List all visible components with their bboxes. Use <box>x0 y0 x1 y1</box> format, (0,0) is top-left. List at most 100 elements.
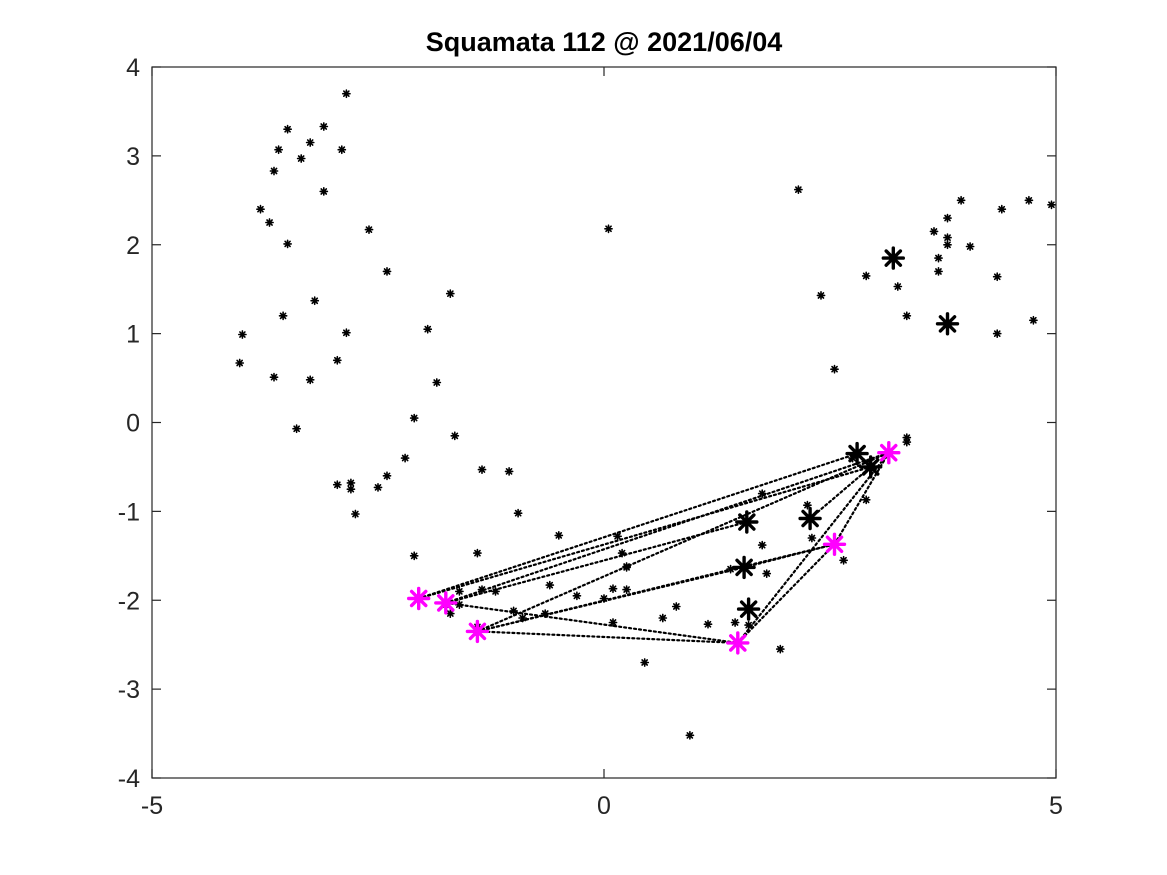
data-point-large <box>859 455 883 479</box>
connection-line <box>444 451 890 605</box>
data-point <box>726 564 735 574</box>
data-point <box>617 548 627 558</box>
data-point <box>305 138 315 147</box>
data-point <box>310 296 320 306</box>
data-point <box>373 483 383 492</box>
data-point <box>504 467 514 476</box>
y-tick-label: 4 <box>126 54 140 82</box>
y-tick-label: -4 <box>118 765 140 793</box>
data-point <box>992 272 1002 282</box>
data-point-large <box>736 597 761 621</box>
y-tick-label: -2 <box>118 587 140 615</box>
data-point <box>794 185 803 194</box>
data-point <box>342 328 351 338</box>
data-point <box>613 531 622 541</box>
data-point <box>929 227 939 236</box>
data-point <box>943 213 952 223</box>
data-point <box>997 204 1007 214</box>
data-point <box>934 267 943 276</box>
data-point <box>956 195 966 205</box>
data-point <box>283 124 292 134</box>
x-tick-label: 5 <box>1049 792 1063 820</box>
data-point <box>1047 200 1056 210</box>
data-point <box>364 225 374 234</box>
connection-line <box>444 601 739 645</box>
data-point <box>296 154 306 163</box>
data-point-large <box>935 312 960 336</box>
data-point <box>513 508 523 518</box>
data-point <box>332 355 342 365</box>
data-point <box>608 584 618 594</box>
data-point <box>305 375 315 385</box>
data-point <box>861 271 871 281</box>
data-point <box>540 609 550 618</box>
axes: 4 3 2 1 0 -1 -2 -3 -4-5 0 5 <box>118 54 1063 820</box>
x-tick-label: -5 <box>141 792 163 820</box>
data-point <box>830 364 839 374</box>
y-tick-label: 2 <box>126 232 140 260</box>
data-point <box>893 282 903 291</box>
data-point-highlight <box>726 631 750 655</box>
data-point <box>473 548 482 558</box>
data-point <box>902 433 912 442</box>
data-point <box>902 437 912 447</box>
data-point <box>346 478 356 488</box>
data-point-large <box>735 510 759 534</box>
data-point <box>382 471 392 481</box>
series-star-highlight <box>407 441 901 655</box>
data-point <box>803 500 812 510</box>
data-point <box>342 89 351 99</box>
connection-line <box>809 465 872 520</box>
data-point <box>445 289 455 298</box>
data-point <box>256 204 265 214</box>
chart-title: Squamata 112 @ 2021/06/04 <box>426 27 783 57</box>
data-point-large <box>732 555 756 580</box>
data-point <box>400 453 410 463</box>
data-point <box>455 600 464 610</box>
y-tick-label: 0 <box>126 410 140 438</box>
y-tick-label: 1 <box>126 321 140 349</box>
connection-line <box>833 451 890 546</box>
data-point-large <box>798 506 822 531</box>
data-point <box>491 587 500 596</box>
connection-line <box>476 451 890 633</box>
data-point <box>572 591 582 601</box>
connection-line <box>417 465 872 600</box>
data-point <box>599 594 609 603</box>
data-point <box>351 509 360 519</box>
data-point <box>238 330 247 339</box>
data-point <box>545 580 555 590</box>
data-point <box>319 187 329 196</box>
data-point <box>622 562 631 571</box>
data-point <box>455 587 464 596</box>
data-point <box>409 413 419 423</box>
series-star-small <box>235 89 1056 740</box>
data-point <box>337 145 347 155</box>
data-point-large <box>881 246 905 270</box>
connection-line <box>736 451 890 645</box>
data-point <box>671 602 681 611</box>
data-point-highlight <box>465 619 490 644</box>
data-point <box>319 122 329 131</box>
data-point <box>685 730 695 740</box>
data-point <box>604 224 613 234</box>
data-point <box>775 644 785 654</box>
y-tick-label: -3 <box>118 676 140 704</box>
data-point <box>816 291 826 300</box>
connection-line <box>743 543 836 569</box>
data-point <box>762 569 772 578</box>
data-point <box>382 267 392 276</box>
data-point <box>622 585 631 594</box>
data-point <box>477 465 487 474</box>
data-point <box>965 242 975 251</box>
data-point <box>346 484 356 494</box>
data-point <box>902 311 912 321</box>
data-point <box>861 495 871 505</box>
data-point <box>943 233 952 242</box>
data-point <box>744 620 753 630</box>
data-point <box>1029 315 1038 325</box>
data-point <box>445 609 455 618</box>
data-point <box>640 658 650 667</box>
